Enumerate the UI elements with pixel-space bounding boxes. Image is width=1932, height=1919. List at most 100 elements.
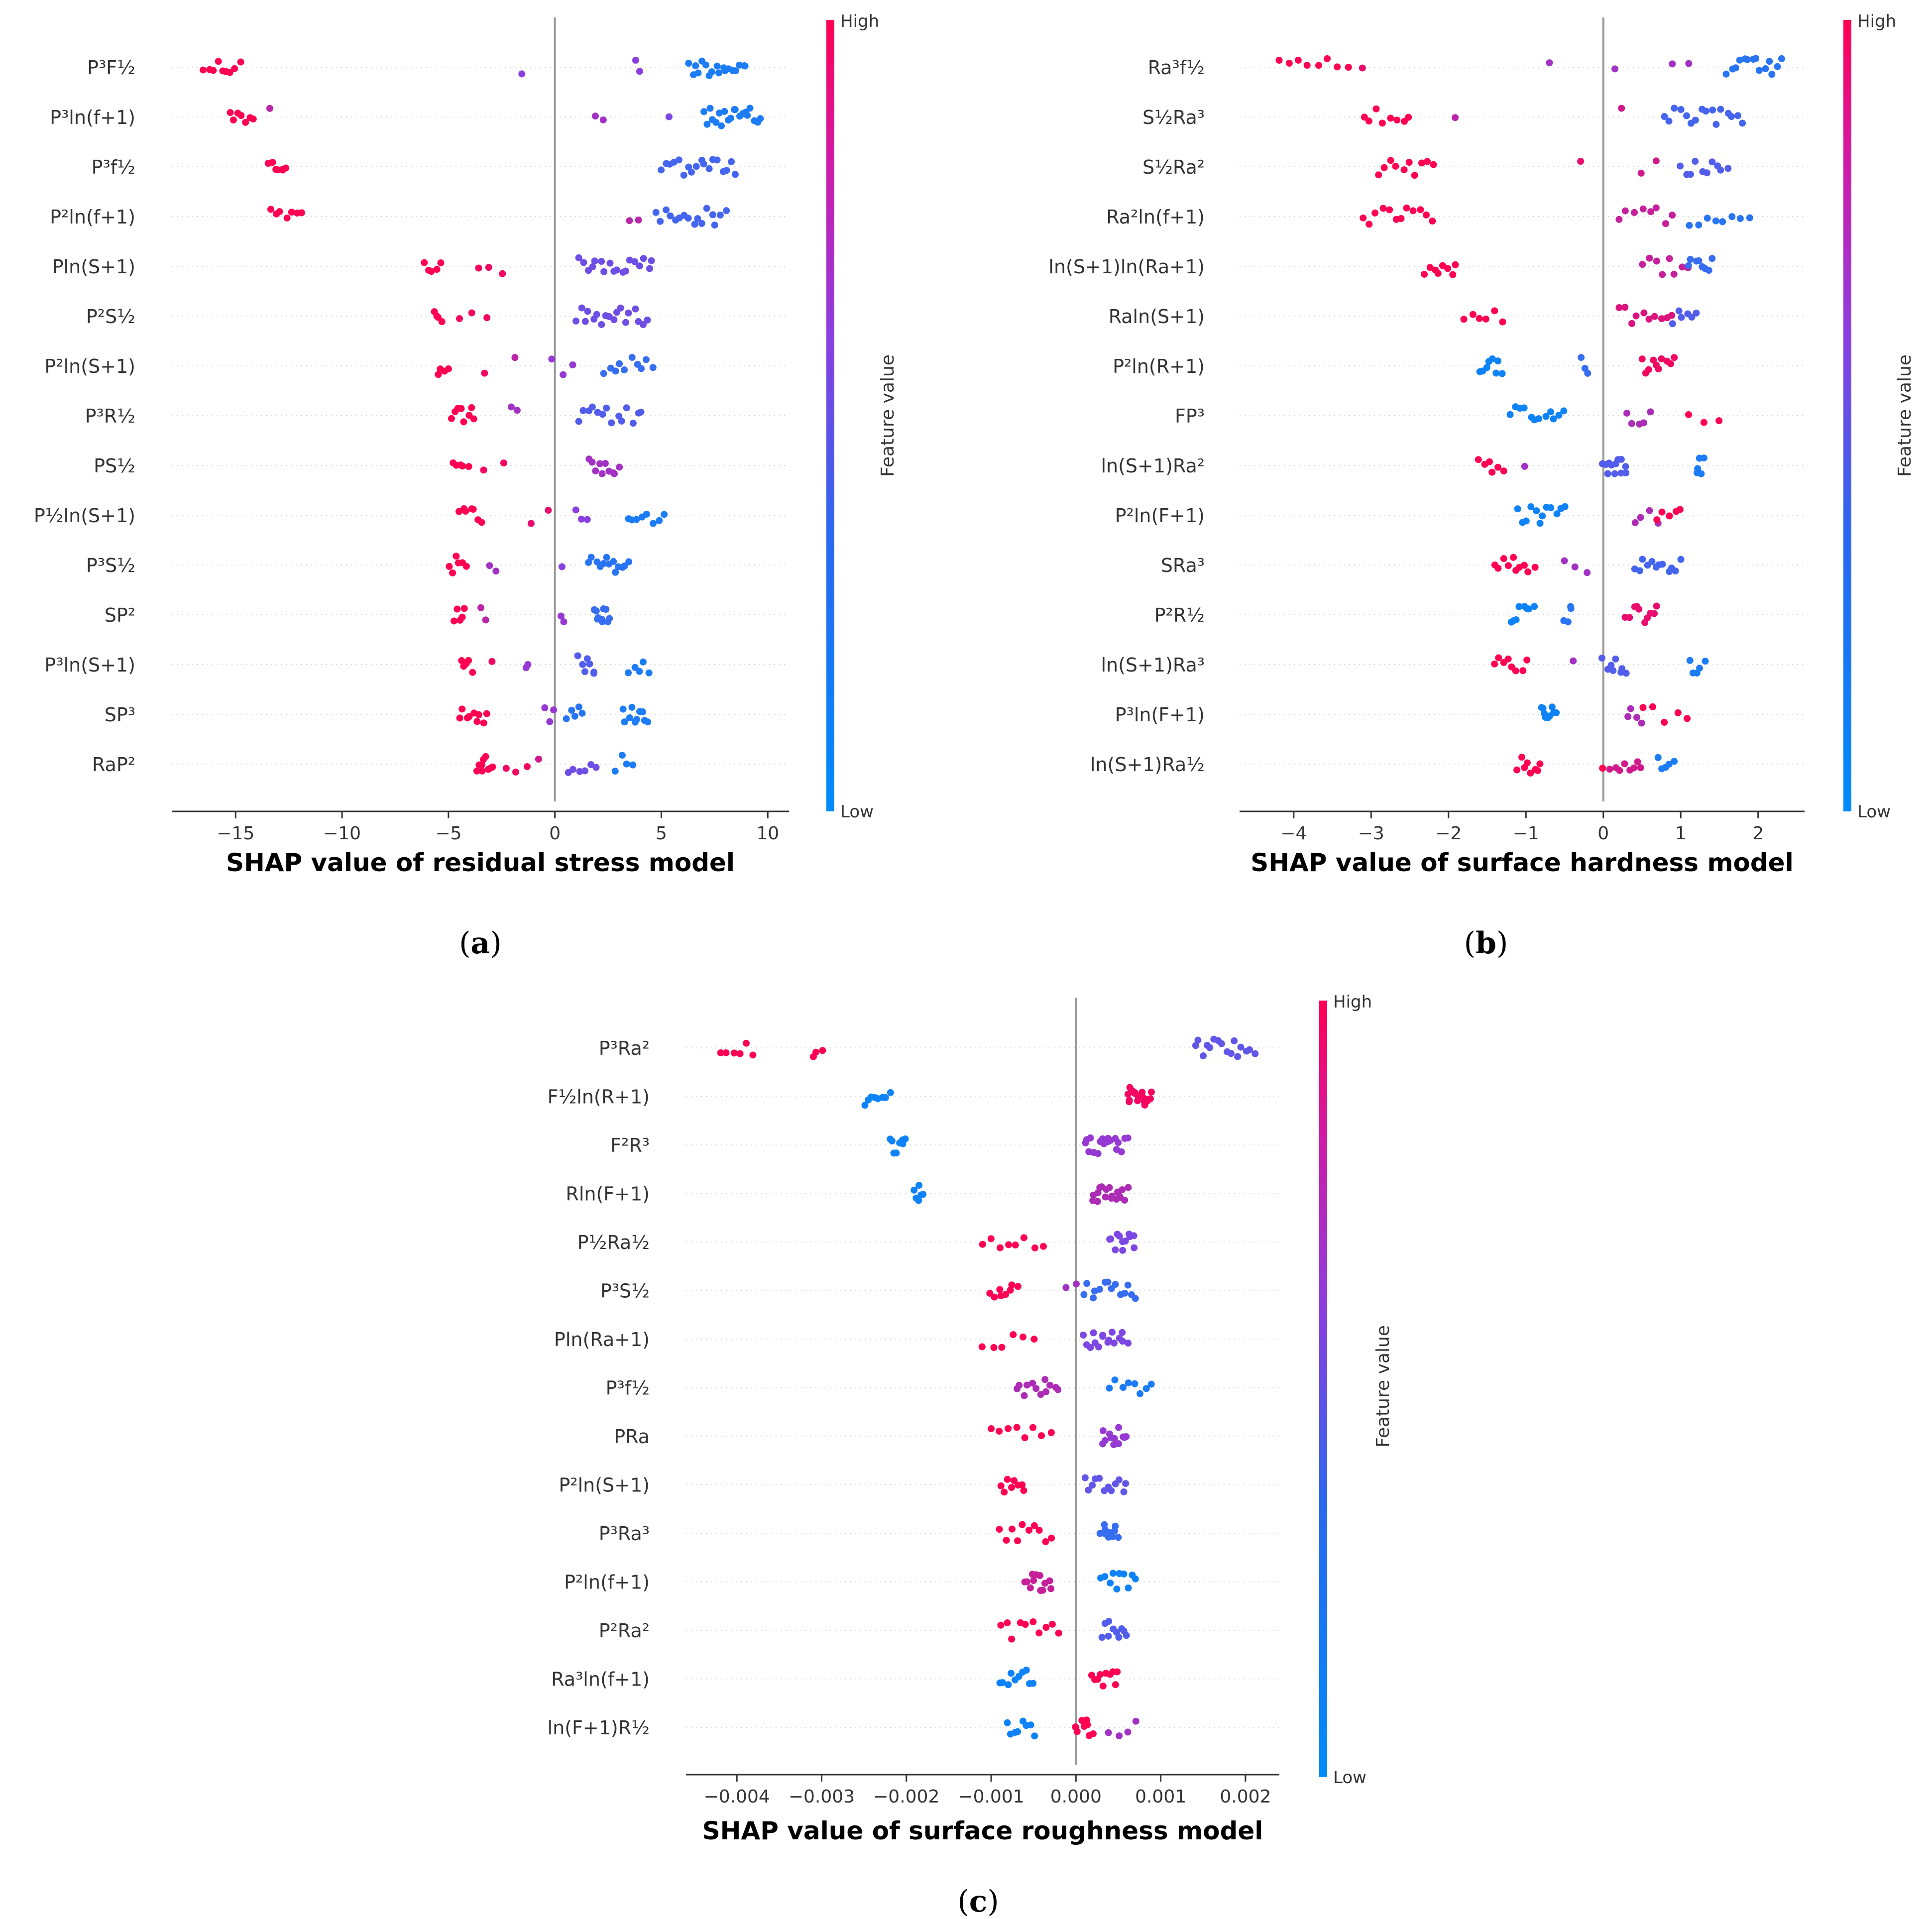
shap-point [998, 1344, 1006, 1351]
shap-point [575, 418, 582, 425]
feature-label: SP³ [105, 704, 135, 726]
shap-point [618, 752, 626, 759]
shap-point [231, 65, 238, 72]
shap-point [266, 105, 274, 112]
shap-point [1105, 1632, 1112, 1640]
shap-point [267, 206, 275, 213]
chart-panel-c: P³Ra² F½ln(R+1) F²R³ Rln(F+1) P½Ra½ P³S½ Pln(R… [548, 992, 1393, 1919]
shap-point [1106, 1184, 1113, 1191]
shap-point [1115, 1440, 1123, 1448]
shap-point [1303, 62, 1311, 69]
shap-point [1704, 215, 1711, 222]
shap-point [997, 1482, 1005, 1489]
shap-point [482, 616, 489, 624]
shap-point [1019, 1481, 1026, 1488]
shap-point [598, 616, 606, 623]
shap-point [1647, 408, 1654, 416]
shap-point [1004, 1619, 1011, 1627]
shap-point [631, 664, 639, 671]
shap-point [628, 353, 636, 361]
x-tick-label: −3 [1358, 823, 1384, 844]
shap-point [1099, 1427, 1107, 1435]
shap-point [1147, 1380, 1155, 1388]
shap-point [1132, 1717, 1139, 1725]
shap-point [588, 403, 596, 411]
shap-point [986, 1289, 994, 1297]
shap-point [601, 459, 609, 467]
shap-point [500, 459, 507, 467]
shap-point [617, 304, 624, 312]
shap-point [744, 112, 751, 119]
shap-point [999, 1679, 1006, 1687]
shap-point [1004, 1475, 1011, 1483]
x-tick-label: −1 [1513, 823, 1539, 844]
shap-point [731, 171, 739, 178]
shap-point [1108, 1487, 1115, 1494]
feature-label: P½ln(S+1) [34, 505, 135, 527]
shap-point [1081, 1474, 1089, 1481]
shap-point [1500, 555, 1507, 563]
shap-point [1631, 519, 1639, 527]
shap-point [227, 109, 234, 116]
shap-point [915, 1182, 923, 1189]
shap-point [569, 361, 576, 369]
shap-point [1618, 105, 1625, 112]
shap-point [1698, 470, 1705, 477]
shap-point [1405, 159, 1413, 166]
shap-point [621, 718, 628, 726]
shap-point [1555, 412, 1563, 419]
shap-point [1008, 1484, 1016, 1491]
feature-label: ln(S+1)Ra½ [1090, 754, 1205, 776]
feature-label: P²R½ [1154, 604, 1205, 626]
shap-point [631, 258, 639, 265]
shap-point [1491, 307, 1498, 315]
shap-point [1119, 1329, 1126, 1336]
shap-point [1666, 512, 1673, 520]
shap-point [643, 510, 650, 518]
shap-point [611, 768, 619, 775]
feature-label: P²ln(S+1) [559, 1474, 650, 1496]
shap-point [636, 262, 643, 270]
shap-point [1671, 758, 1678, 765]
shap-point [1042, 1624, 1050, 1631]
shap-point [591, 113, 599, 120]
shap-point [1109, 1533, 1117, 1540]
shap-point [1712, 120, 1720, 128]
shap-point [1048, 1534, 1055, 1542]
colorbar-gradient [1843, 20, 1851, 811]
shap-point [1104, 1278, 1112, 1286]
shap-point [448, 415, 455, 422]
shap-point [587, 761, 595, 768]
feature-label: PS½ [94, 455, 135, 477]
shap-point [1752, 55, 1760, 62]
shap-point [237, 112, 245, 119]
shap-point [1671, 105, 1678, 112]
shap-point [1042, 1388, 1050, 1395]
shap-point [1670, 270, 1678, 278]
shap-point [1072, 1280, 1080, 1288]
feature-label: P³ln(S+1) [44, 654, 135, 676]
shap-point [1237, 1043, 1245, 1051]
shap-point [1084, 1721, 1091, 1728]
shap-point [1674, 709, 1682, 716]
shap-point [1375, 171, 1382, 179]
shap-point [1111, 1340, 1118, 1347]
shap-point [1046, 1577, 1053, 1584]
shap-point [1535, 415, 1543, 423]
shap-point [1030, 1336, 1038, 1343]
shap-point [1534, 767, 1541, 775]
shap-point [480, 466, 487, 474]
shap-point [1124, 1134, 1132, 1142]
shap-point [1499, 318, 1506, 326]
shap-point [622, 267, 629, 275]
shap-point [657, 218, 664, 225]
shap-point [717, 1049, 724, 1057]
shap-point [1676, 506, 1684, 513]
shap-point [600, 560, 607, 567]
shap-point [1633, 714, 1641, 721]
shap-point [622, 319, 629, 326]
shap-point [1709, 106, 1716, 113]
shap-point [1426, 264, 1434, 271]
shap-point [1665, 117, 1673, 125]
